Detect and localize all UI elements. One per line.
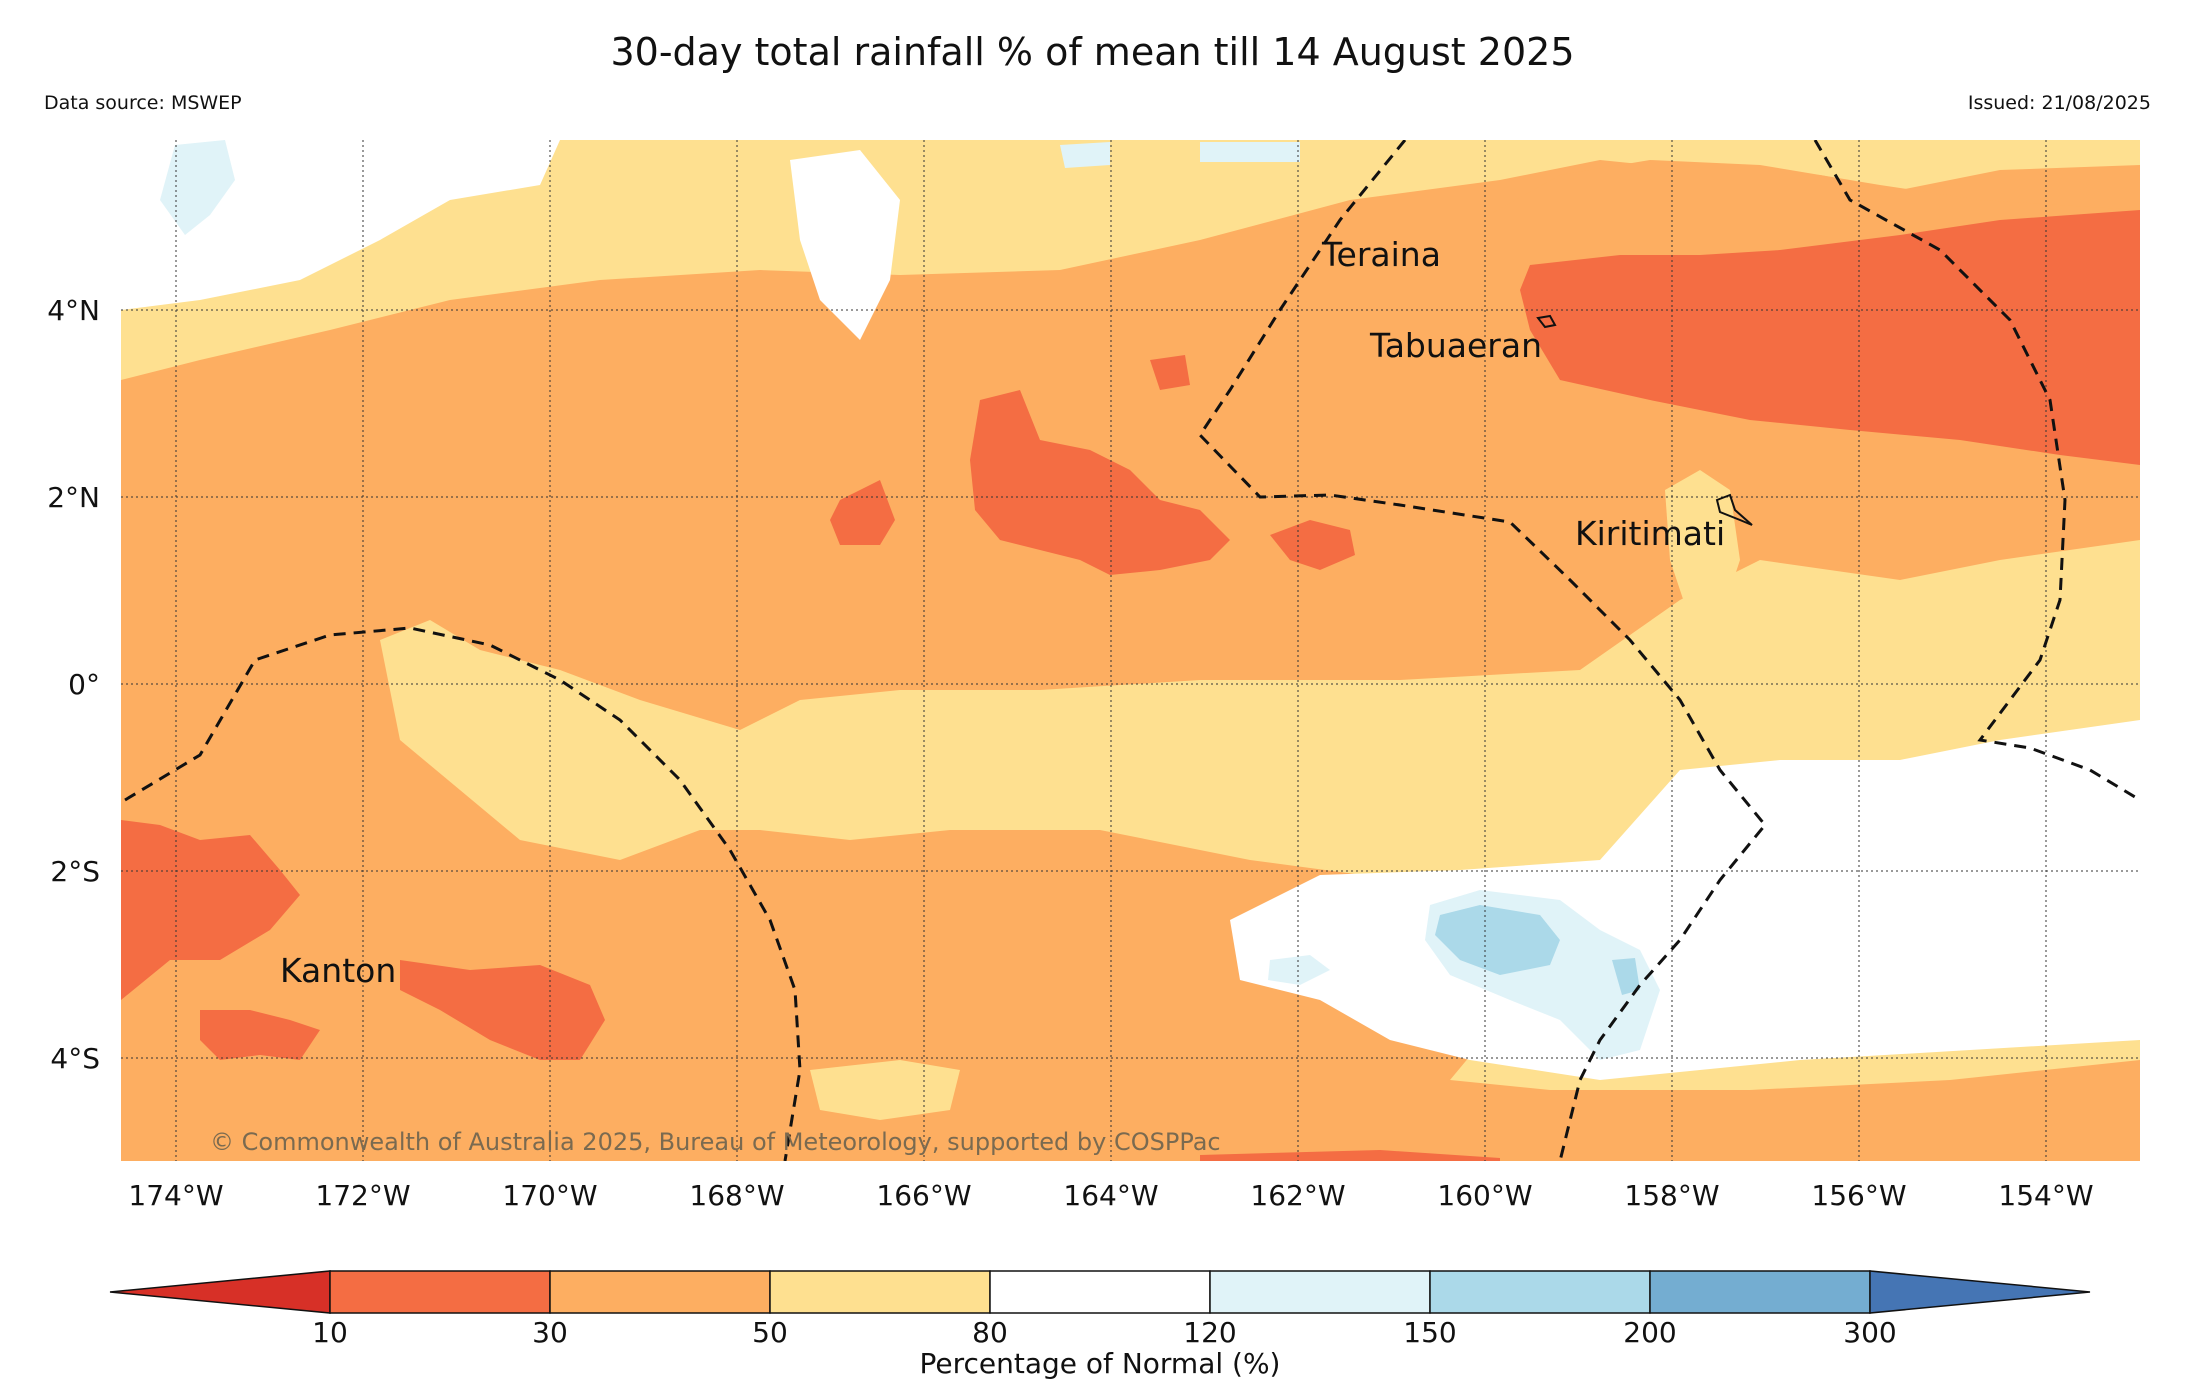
tabuaeran-island xyxy=(1536,314,1557,329)
line-islands-eez-line xyxy=(1198,140,1767,1161)
north-white-notch xyxy=(790,150,900,340)
lat-label-4n: 4°N xyxy=(47,294,100,327)
colorbar: 10 30 50 80 120 150 200 300 Percentage o… xyxy=(109,1270,2091,1380)
north-blue-patch xyxy=(1200,142,1300,162)
colorbar-swatch-200-300 xyxy=(1649,1270,1871,1314)
lat-label-0: 0° xyxy=(68,668,100,701)
place-kiritimati: Kiritimati xyxy=(1575,514,1725,553)
lon-label-166w: 166°W xyxy=(876,1179,971,1212)
place-kanton: Kanton xyxy=(280,951,396,990)
lon-label-170w: 170°W xyxy=(502,1179,597,1212)
rainfall-map xyxy=(121,140,2140,1161)
lon-label-162w: 162°W xyxy=(1250,1179,1345,1212)
graticule xyxy=(121,140,2140,1161)
colorbar-high-extension xyxy=(1869,1270,2091,1314)
central-red-patch-2 xyxy=(830,480,895,545)
data-source: Data source: MSWEP xyxy=(44,92,242,114)
north-blue-patch-2 xyxy=(1060,142,1110,168)
south-red-edge xyxy=(1200,1150,1500,1161)
kiritimati-eez-line xyxy=(1813,140,2140,802)
lon-label-168w: 168°W xyxy=(689,1179,784,1212)
ne-red-band xyxy=(1520,210,2140,465)
colorbar-tick-10: 10 xyxy=(312,1316,348,1349)
central-red-patch xyxy=(970,390,1230,575)
sw-red-small xyxy=(200,1010,320,1060)
lat-label-4s: 4°S xyxy=(50,1042,100,1075)
place-tabuaeran: Tabuaeran xyxy=(1369,326,1542,365)
colorbar-swatch-50-80 xyxy=(769,1270,991,1314)
nw-blue-patch xyxy=(160,140,235,235)
wet-blue-patch-3 xyxy=(1268,955,1330,985)
lat-label-2n: 2°N xyxy=(47,481,100,514)
sw-red-area xyxy=(121,820,300,1000)
colorbar-tick-150: 150 xyxy=(1403,1316,1456,1349)
colorbar-swatch-80-120 xyxy=(989,1270,1211,1314)
kanton-red-patch xyxy=(400,960,605,1060)
lat-label-2s: 2°S xyxy=(50,855,100,888)
lon-label-164w: 164°W xyxy=(1063,1179,1158,1212)
wet-blue-patch-2 xyxy=(1612,958,1640,995)
lon-label-156w: 156°W xyxy=(1811,1179,1906,1212)
colorbar-tick-80: 80 xyxy=(972,1316,1008,1349)
lon-label-160w: 160°W xyxy=(1437,1179,1532,1212)
colorbar-title: Percentage of Normal (%) xyxy=(920,1347,1281,1380)
wet-mid-blue xyxy=(1435,905,1560,975)
issued-date: Issued: 21/08/2025 xyxy=(1967,92,2151,114)
colorbar-low-extension xyxy=(109,1270,331,1314)
lon-label-174w: 174°W xyxy=(128,1179,223,1212)
colorbar-swatch-150-200 xyxy=(1429,1270,1651,1314)
colorbar-swatch-30-50 xyxy=(549,1270,771,1314)
kanton-eez-line xyxy=(124,626,802,1161)
lon-label-158w: 158°W xyxy=(1624,1179,1719,1212)
wet-white-area xyxy=(1230,720,2140,1080)
colorbar-tick-200: 200 xyxy=(1623,1316,1676,1349)
colorbar-tick-30: 30 xyxy=(532,1316,568,1349)
lon-label-172w: 172°W xyxy=(315,1179,410,1212)
north-yellow-band xyxy=(121,140,2140,380)
colorbar-tick-50: 50 xyxy=(752,1316,788,1349)
colorbar-swatch-120-150 xyxy=(1209,1270,1431,1314)
place-teraina: Teraina xyxy=(1321,235,1441,274)
lon-label-154w: 154°W xyxy=(1998,1179,2093,1212)
colorbar-swatch-10-30 xyxy=(329,1270,551,1314)
colorbar-tick-300: 300 xyxy=(1843,1316,1896,1349)
kiritimati-island xyxy=(1715,493,1753,526)
copyright-note: © Commonwealth of Australia 2025, Bureau… xyxy=(210,1128,1221,1156)
south-yellow-patch xyxy=(810,1060,960,1120)
central-red-patch-3 xyxy=(1270,520,1355,570)
eez-boundaries xyxy=(124,140,2140,1161)
map-title: 30-day total rainfall % of mean till 14 … xyxy=(610,30,1575,74)
kiritimati-yellow xyxy=(1665,470,1740,620)
central-red-patch-4 xyxy=(1150,355,1190,390)
colorbar-tick-120: 120 xyxy=(1183,1316,1236,1349)
